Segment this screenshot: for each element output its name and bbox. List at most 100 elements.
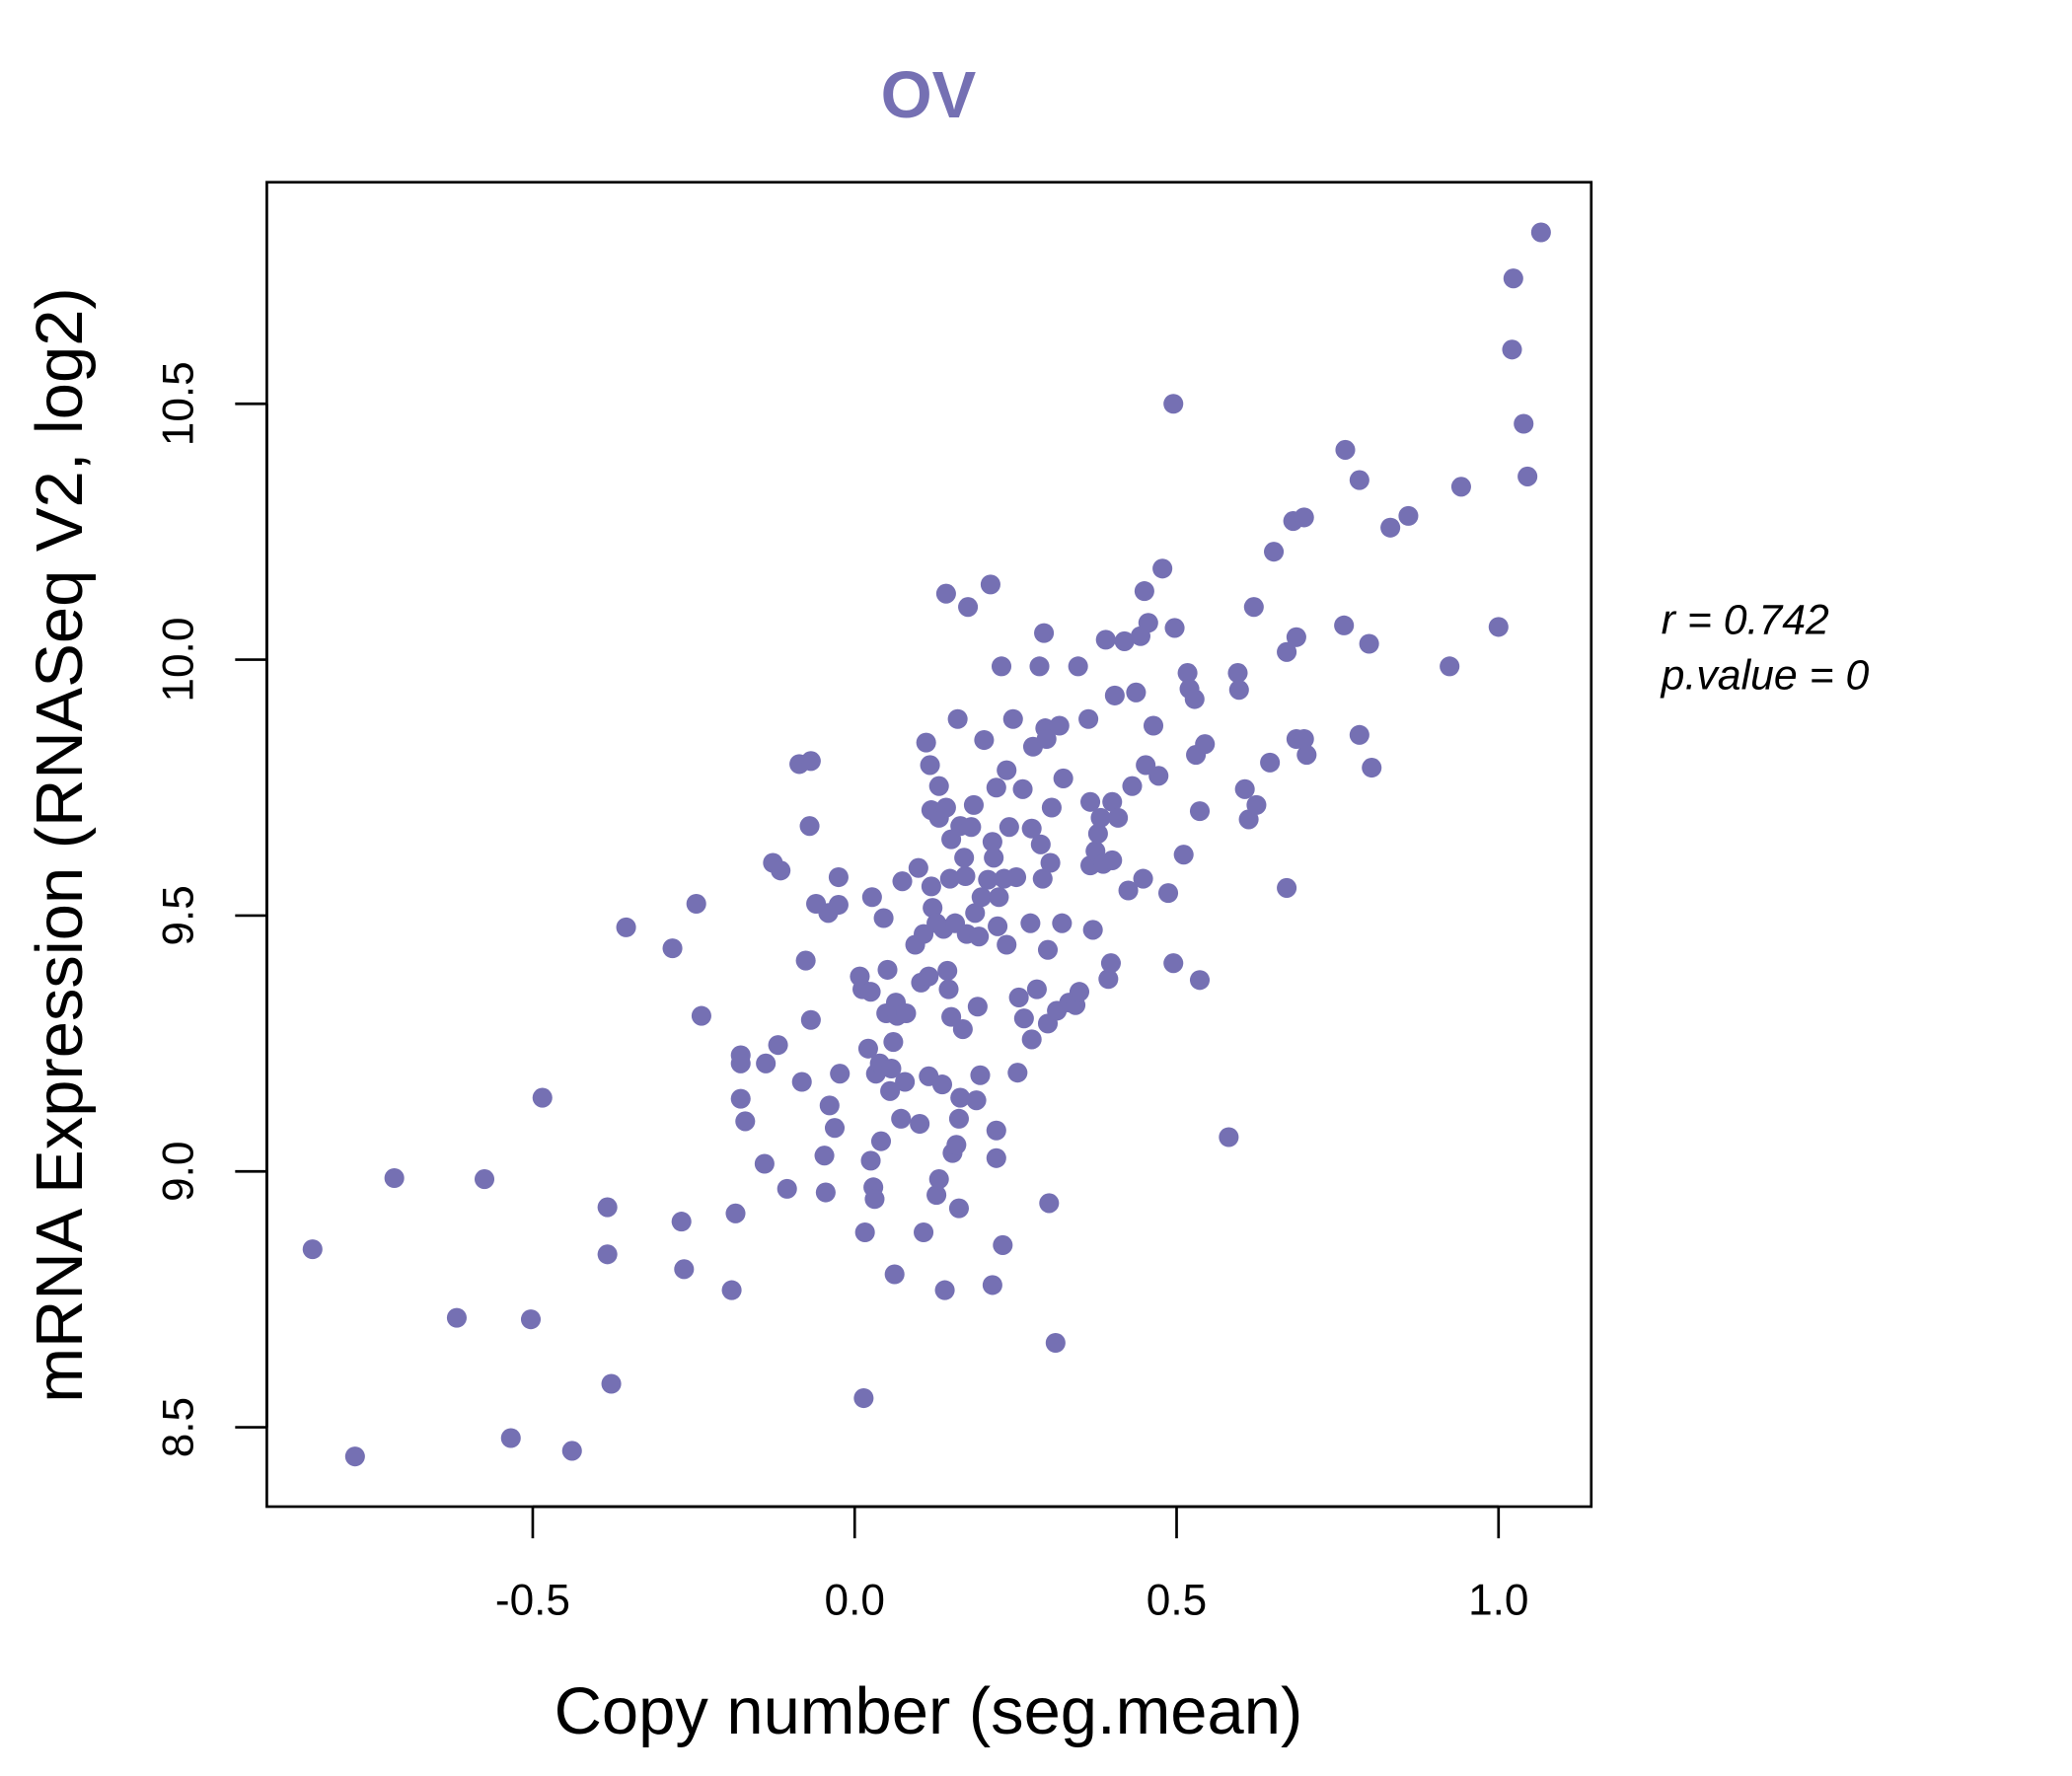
chart-title: OV [881,58,977,132]
x-tick-label: 1.0 [1468,1577,1528,1625]
y-axis: 8.5 9.0 9.5 10.0 10.5 [155,361,268,1457]
y-tick-label: 10.0 [155,618,203,703]
x-axis: -0.5 0.0 0.5 1.0 [495,1505,1528,1625]
data-point [982,832,1002,852]
data-point [1359,633,1379,654]
data-point [986,1120,1006,1141]
x-tick-label: 0.5 [1147,1577,1207,1625]
data-point [1349,724,1369,745]
data-point [919,966,939,987]
data-point [1032,868,1053,889]
data-point [891,1108,912,1129]
data-point [446,1307,467,1328]
data-point [1068,656,1088,677]
data-point [1362,757,1382,778]
data-point [725,1203,746,1223]
data-point [857,1038,878,1059]
data-point [674,1259,695,1280]
data-point [950,1087,971,1108]
data-point [860,982,881,1002]
data-point [997,760,1017,780]
data-point [1219,1127,1239,1147]
data-point [815,1182,836,1203]
data-point [1102,791,1123,812]
data-point [970,1065,991,1085]
data-point [1021,1029,1042,1050]
data-point [735,1111,756,1132]
data-point [986,777,1006,798]
data-point [1030,834,1051,854]
data-point [686,893,706,915]
correlation-p-value: p.value = 0 [1660,652,1870,700]
data-point [1133,868,1153,889]
data-point [520,1309,542,1330]
data-point [1020,913,1041,933]
data-point [1227,663,1248,684]
data-point [978,869,999,890]
data-point [991,656,1012,677]
data-point [1005,866,1027,888]
data-point [1104,685,1125,705]
data-point [1450,477,1471,497]
data-point [914,1221,934,1243]
data-point [955,865,976,887]
plot-frame [265,181,1593,1509]
data-point [1264,542,1285,562]
data-point [795,950,816,971]
y-axis-label: mRNA Expression (RNASeq V2, log2) [23,287,97,1402]
data-point [1234,778,1255,799]
data-point [1126,682,1147,703]
data-point [921,876,941,897]
data-point [1294,728,1314,750]
correlation-r: r = 0.742 [1662,596,1829,643]
data-point [1184,689,1205,709]
data-point [1157,883,1179,904]
data-point [1082,920,1103,940]
data-point [963,794,984,815]
data-point [1008,987,1029,1007]
data-point [1440,656,1460,677]
x-tick-label: -0.5 [495,1577,570,1625]
y-tick-label: 9.5 [155,885,203,945]
data-point [1080,791,1101,812]
data-point [881,1058,902,1079]
data-point [864,1189,885,1210]
data-point [1349,470,1369,490]
y-tick-label: 10.5 [155,361,203,446]
data-point [939,868,960,889]
data-point [1163,953,1184,974]
data-point [1108,807,1129,828]
data-point [1514,413,1534,434]
data-point [1294,507,1314,528]
data-point [730,1088,751,1109]
data-point [1095,629,1116,650]
data-point [1296,745,1317,766]
data-point [1007,1063,1028,1083]
data-point [937,960,958,981]
data-point [971,887,992,908]
data-point [799,816,820,837]
data-point [1163,394,1184,414]
data-point [928,776,949,796]
data-point [1090,807,1111,828]
data-point [1037,939,1059,960]
data-point [1380,517,1401,538]
data-point [791,1072,812,1092]
data-point [1277,877,1297,898]
data-point [1195,734,1216,755]
data-point [860,1150,881,1171]
data-point [597,1244,618,1265]
data-point [1335,439,1356,460]
data-point [910,1113,930,1135]
data-point [1530,222,1551,243]
data-point [877,959,898,980]
data-point [892,871,913,892]
data-point [1152,558,1173,579]
data-point [777,1178,797,1199]
data-point [931,1074,953,1095]
data-point [1173,845,1194,865]
data-point [946,1135,967,1155]
data-point [1246,794,1267,815]
data-point [984,848,1004,868]
data-point [1098,969,1119,990]
